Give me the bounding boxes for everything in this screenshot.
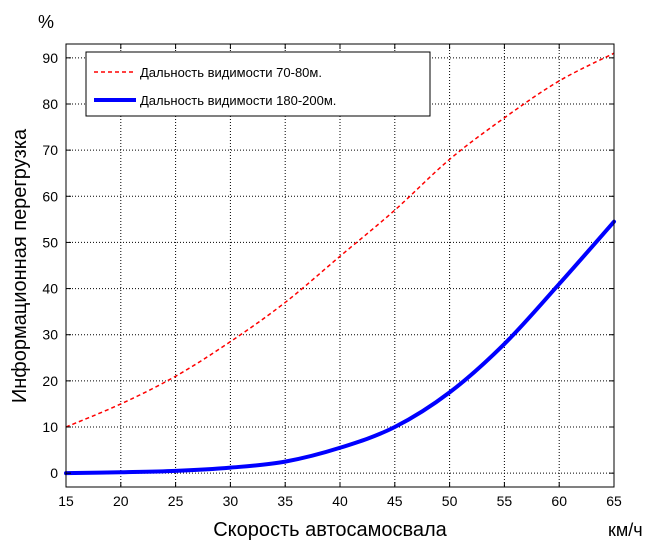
y-tick-label: 90 bbox=[42, 50, 58, 66]
y-tick-label: 50 bbox=[42, 234, 58, 250]
x-tick-label: 55 bbox=[497, 493, 513, 509]
y-tick-label: 80 bbox=[42, 96, 58, 112]
y-tick-label: 20 bbox=[42, 373, 58, 389]
y-tick-label: 70 bbox=[42, 142, 58, 158]
x-tick-label: 50 bbox=[442, 493, 458, 509]
x-tick-label: 65 bbox=[606, 493, 622, 509]
grid bbox=[66, 44, 614, 487]
ticks bbox=[65, 44, 615, 487]
legend-box bbox=[85, 51, 431, 117]
x-tick-label: 25 bbox=[168, 493, 184, 509]
series-layer bbox=[64, 52, 616, 476]
y-axis-title: Информационная перегрузка bbox=[9, 128, 31, 403]
x-tick-label: 60 bbox=[551, 493, 567, 509]
x-unit-label: км/ч bbox=[608, 520, 643, 540]
tick-labels: 15 20 25 30 35 40 45 50 55 60 65 0 10 20 30 40 50 60 70 80 9… bbox=[42, 50, 622, 509]
y-tick-label: 10 bbox=[42, 419, 58, 435]
x-tick-label: 40 bbox=[332, 493, 348, 509]
x-tick-label: 20 bbox=[113, 493, 129, 509]
series-line-1 bbox=[65, 52, 615, 428]
series-line-2 bbox=[64, 219, 616, 476]
y-tick-label: 30 bbox=[42, 327, 58, 343]
x-tick-label: 35 bbox=[277, 493, 293, 509]
x-tick-label: 45 bbox=[387, 493, 403, 509]
y-tick-label: 0 bbox=[50, 465, 58, 481]
legend: Дальность видимости 70-80м. Дальность ви… bbox=[85, 51, 431, 117]
y-unit-label: % bbox=[38, 12, 54, 32]
y-tick-label: 60 bbox=[42, 188, 58, 204]
x-tick-label: 15 bbox=[58, 493, 74, 509]
x-tick-label: 30 bbox=[223, 493, 239, 509]
legend-label-series-1: Дальность видимости 70-80м. bbox=[140, 65, 322, 80]
legend-label-series-2: Дальность видимости 180-200м. bbox=[140, 93, 336, 108]
y-tick-label: 40 bbox=[42, 281, 58, 297]
x-axis-title: Скорость автосамосвала bbox=[213, 519, 447, 541]
